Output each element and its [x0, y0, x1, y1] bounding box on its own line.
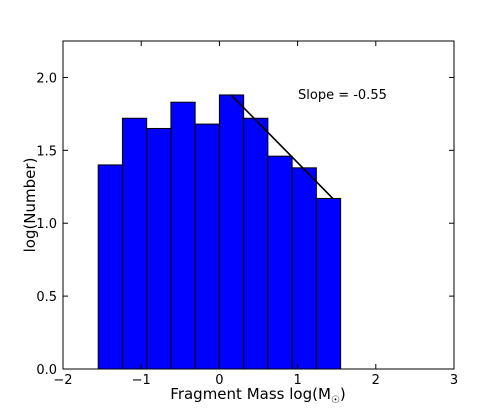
bars-group	[97, 94, 342, 370]
y-tick-label: 0.0	[36, 363, 57, 378]
y-tick-label: 1.0	[36, 217, 57, 232]
x-tick-label: 0	[215, 373, 223, 388]
x-tick-label: 2	[372, 373, 380, 388]
y-tick-label: 1.5	[36, 144, 57, 159]
x-tick-label: −2	[53, 373, 72, 388]
x-tick-label: −1	[132, 373, 151, 388]
histogram-bar	[267, 155, 293, 370]
histogram-bar	[121, 117, 148, 370]
y-tick-label: 0.5	[36, 290, 57, 305]
histogram-bar	[170, 101, 196, 370]
slope-annotation: Slope = -0.55	[298, 88, 387, 103]
x-axis-label: Fragment Mass log(M☉)	[170, 385, 345, 406]
fit-line	[230, 94, 334, 200]
y-axis-ticks: 0.0 0.5 1.0 1.5 2.0	[36, 71, 454, 378]
x-axis-ticks: −2 −1 0 1 2 3	[53, 41, 458, 388]
histogram-bar	[97, 164, 123, 370]
x-tick-label: 1	[293, 373, 301, 388]
histogram-bar	[315, 197, 342, 370]
histogram-bar	[243, 117, 269, 370]
y-tick-label: 2.0	[36, 71, 57, 86]
x-tick-label: 3	[450, 373, 458, 388]
y-axis-label: log(Number)	[21, 158, 39, 253]
histogram-bar	[218, 94, 245, 370]
histogram-bar	[194, 123, 220, 370]
histogram-bar	[291, 167, 317, 370]
histogram-bar	[146, 127, 172, 370]
